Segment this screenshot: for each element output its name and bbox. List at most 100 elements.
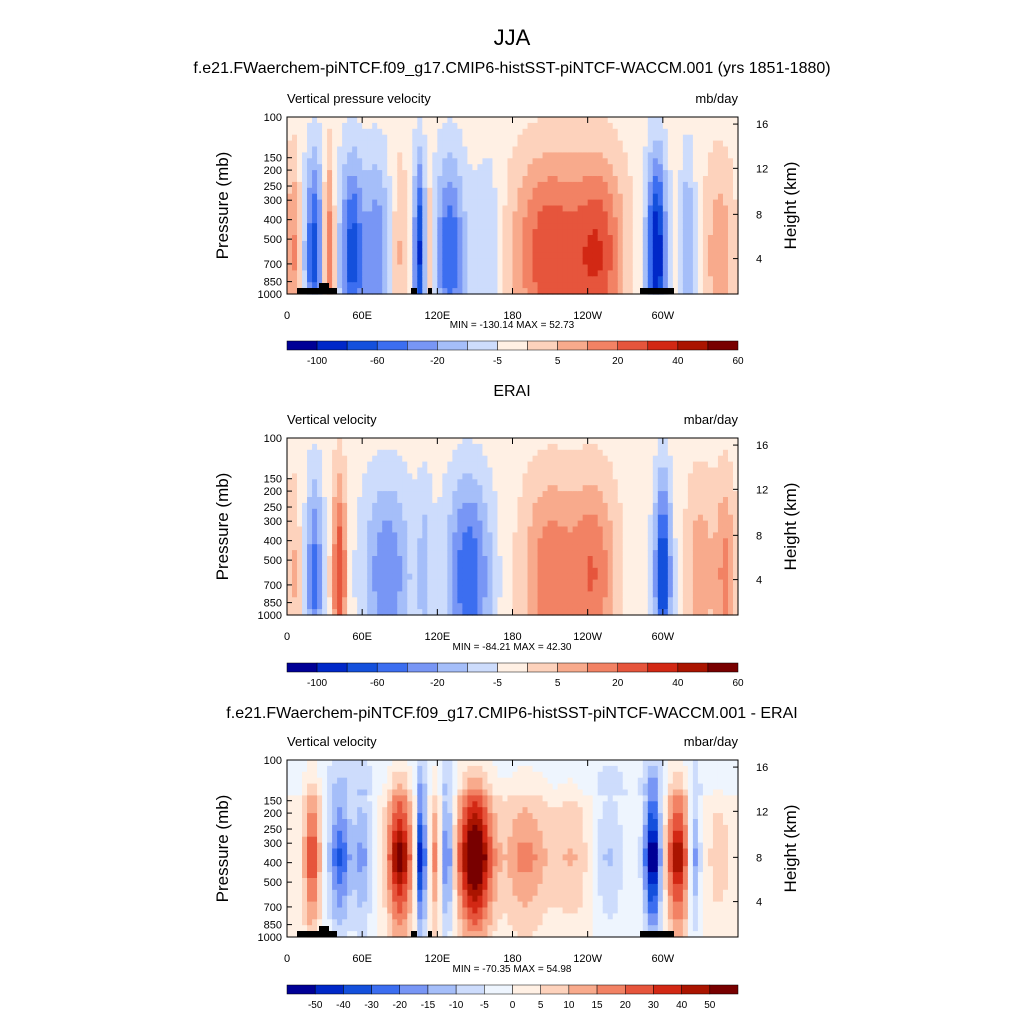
field-cell	[287, 152, 293, 159]
field-cell	[472, 117, 479, 124]
field-cell	[482, 567, 489, 575]
field-cell	[652, 181, 659, 189]
field-cell	[367, 455, 373, 463]
field-cell	[552, 229, 559, 236]
field-cell	[507, 117, 514, 124]
field-cell	[472, 282, 479, 289]
field-cell	[592, 532, 599, 539]
field-cell	[462, 117, 468, 124]
field-cell	[472, 538, 479, 545]
field-cell	[377, 597, 383, 604]
field-cell	[332, 556, 338, 563]
field-cell	[417, 550, 423, 557]
field-cell	[382, 217, 388, 224]
field-cell	[612, 438, 619, 445]
field-cell	[617, 538, 624, 545]
field-cell	[427, 187, 433, 195]
field-cell	[292, 187, 298, 195]
field-cell	[372, 603, 378, 610]
field-cell	[702, 117, 709, 124]
field-cell	[347, 491, 353, 498]
field-cell	[362, 193, 368, 201]
field-cell	[617, 443, 624, 451]
field-cell	[632, 146, 639, 153]
field-cell	[502, 211, 509, 218]
x-tick-label: 0	[284, 310, 290, 322]
field-cell	[642, 550, 649, 557]
field-cell	[612, 538, 619, 545]
field-cell	[432, 449, 438, 457]
field-cell	[357, 449, 363, 457]
field-cell	[677, 134, 684, 142]
field-cell	[452, 181, 458, 189]
field-cell	[487, 211, 494, 218]
field-cell	[617, 117, 624, 124]
field-cell	[517, 502, 524, 510]
field-cell	[287, 205, 293, 212]
field-cell	[642, 117, 649, 124]
field-cell	[537, 579, 544, 587]
field-cell	[577, 276, 584, 283]
field-cell	[407, 258, 413, 266]
field-cell	[362, 550, 368, 557]
field-cell	[462, 609, 468, 616]
field-cell	[327, 603, 333, 610]
field-cell	[437, 134, 443, 142]
field-cell	[592, 140, 599, 148]
field-cell	[337, 550, 343, 557]
field-cell	[412, 585, 418, 592]
field-cell	[552, 550, 559, 557]
field-cell	[577, 240, 584, 248]
field-cell	[312, 176, 318, 183]
field-cell	[462, 229, 468, 236]
field-cell	[582, 502, 589, 510]
field-cell	[717, 276, 724, 283]
field-cell	[552, 502, 559, 510]
field-cell	[562, 252, 569, 260]
field-cell	[422, 164, 428, 171]
field-cell	[392, 526, 398, 533]
field-cell	[322, 532, 328, 539]
field-cell	[647, 443, 654, 451]
field-cell	[542, 288, 549, 295]
field-cell	[672, 258, 679, 266]
field-cell	[312, 550, 318, 557]
field-cell	[317, 258, 323, 266]
field-cell	[582, 532, 589, 539]
field-cell	[517, 246, 524, 254]
field-cell	[607, 117, 614, 124]
y-tick-label: 200	[264, 165, 282, 177]
field-cell	[572, 288, 579, 295]
field-cell	[502, 217, 509, 224]
field-cell	[547, 502, 554, 510]
field-cell	[642, 258, 649, 266]
field-cell	[512, 449, 519, 457]
field-cell	[372, 288, 378, 295]
field-cell	[322, 449, 328, 457]
field-cell	[612, 270, 619, 277]
field-cell	[722, 187, 729, 195]
field-cell	[627, 597, 634, 604]
field-cell	[527, 485, 534, 492]
field-cell	[537, 449, 544, 457]
field-cell	[382, 526, 388, 533]
field-cell	[507, 276, 514, 283]
field-cell	[352, 443, 358, 451]
field-cell	[297, 240, 303, 248]
field-cell	[537, 597, 544, 604]
field-cell	[632, 117, 639, 124]
field-cell	[732, 270, 739, 277]
field-cell	[412, 205, 418, 212]
field-cell	[552, 567, 559, 575]
field-cell	[547, 264, 554, 271]
field-cell	[377, 491, 383, 498]
field-cell	[562, 473, 569, 480]
field-cell	[697, 235, 704, 242]
field-cell	[612, 152, 619, 159]
field-cell	[387, 502, 393, 510]
field-cell	[342, 152, 348, 159]
field-cell	[287, 443, 293, 451]
field-cell	[567, 561, 574, 569]
field-cell	[477, 229, 484, 236]
field-cell	[322, 122, 328, 130]
